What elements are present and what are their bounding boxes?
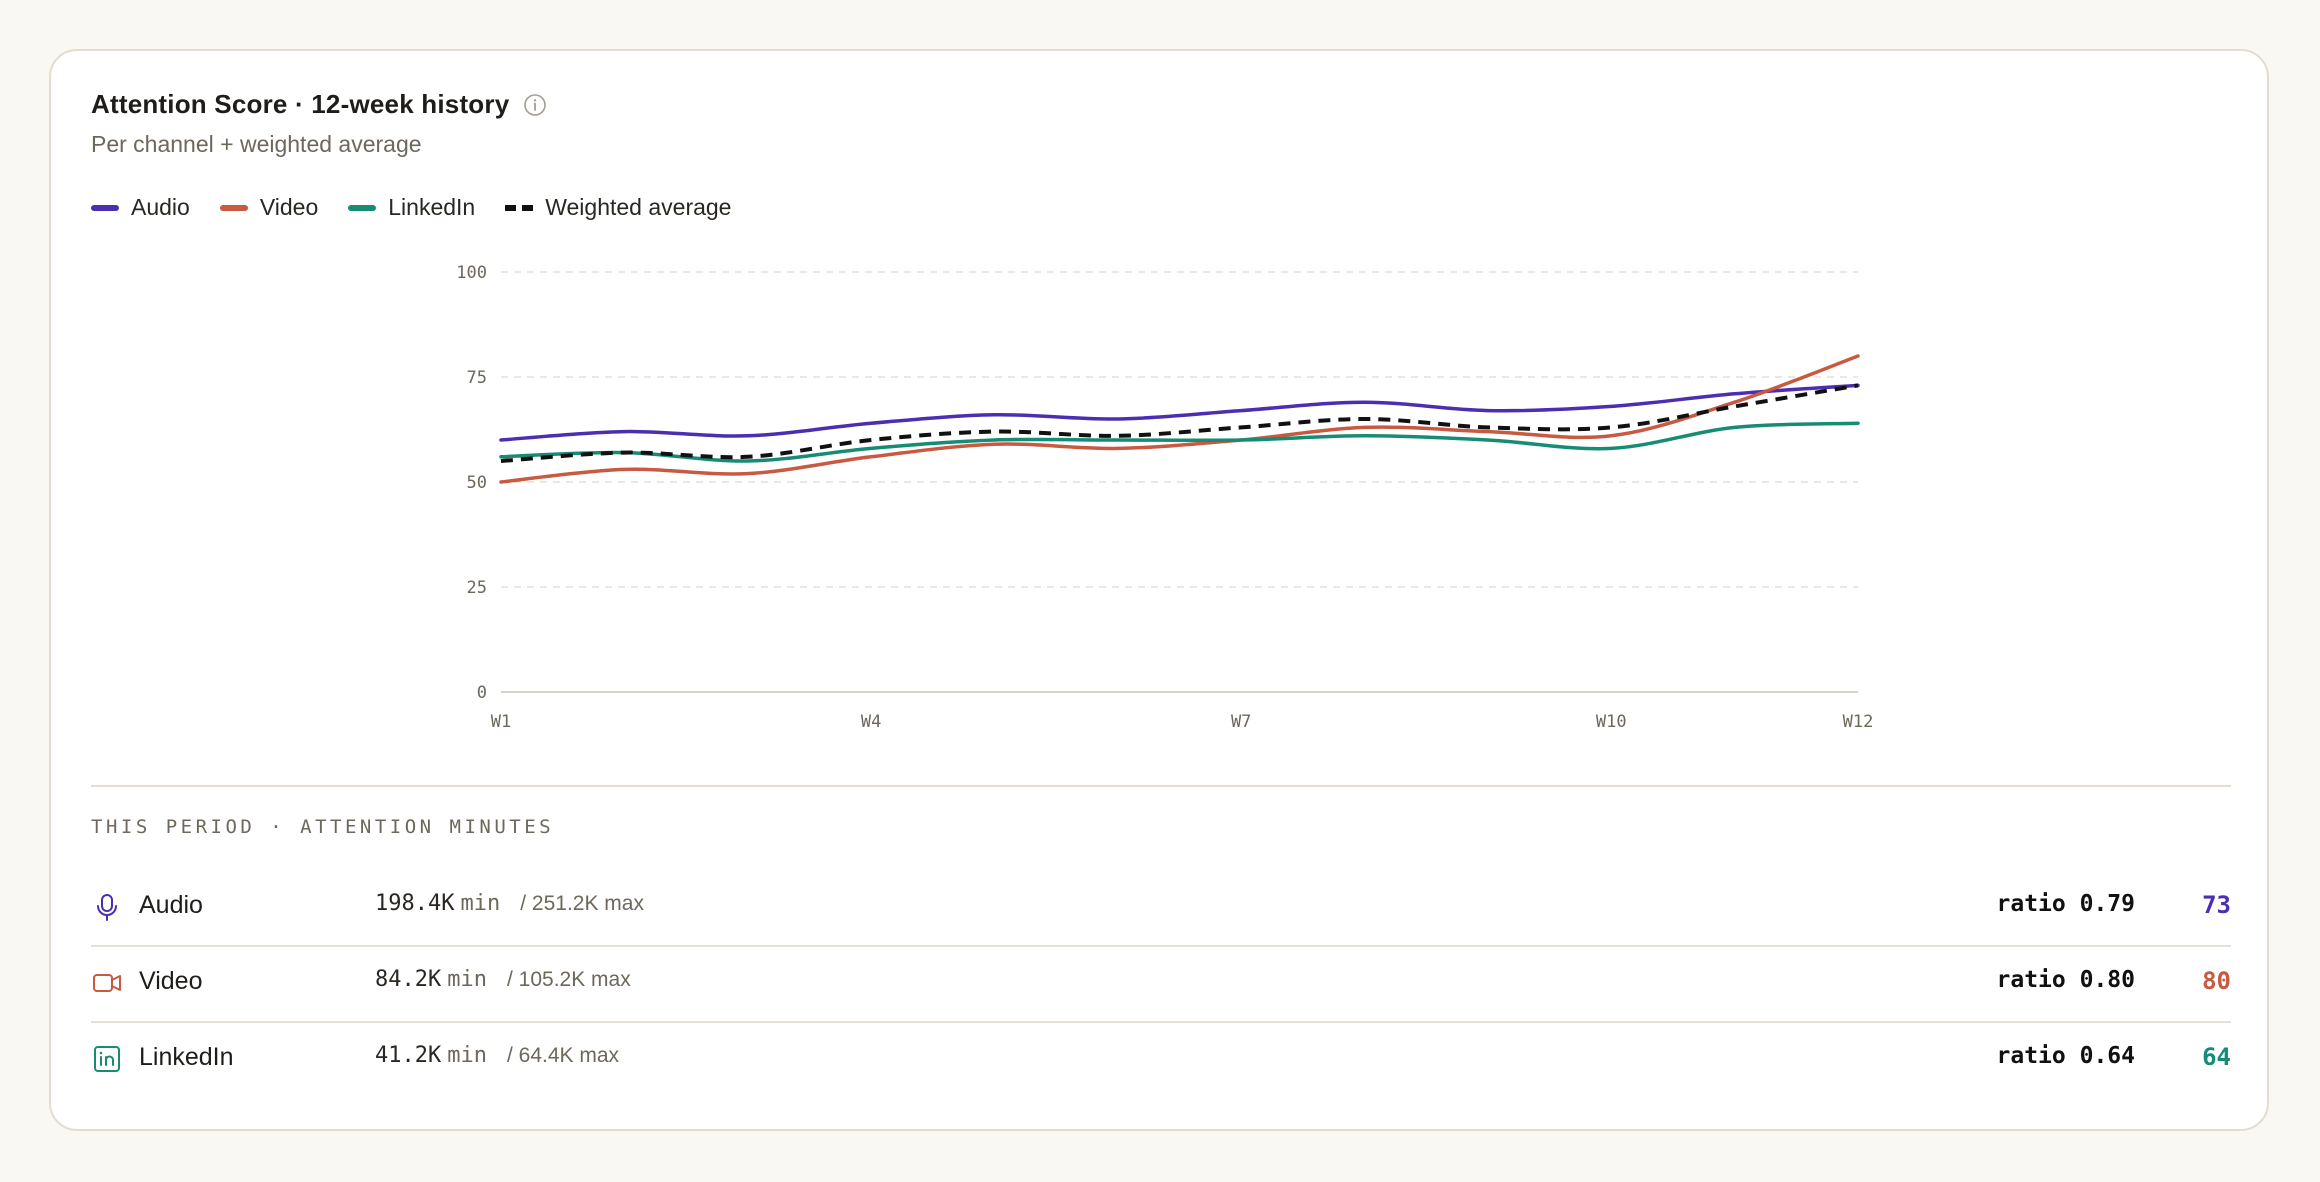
minutes-unit: min xyxy=(460,891,501,916)
y-tick-label: 25 xyxy=(467,578,487,598)
channel-name: Video xyxy=(139,967,203,995)
x-tick-label: W10 xyxy=(1596,712,1627,732)
legend-item-video: Video xyxy=(219,194,319,221)
attention-score-card: Attention Score · 12-week history Per ch… xyxy=(49,49,2269,1131)
series-line-audio xyxy=(499,383,1860,442)
legend-label-audio: Audio xyxy=(131,194,190,220)
channel-ratio: ratio 0.80 xyxy=(1996,967,2135,993)
series-line-video xyxy=(499,354,1860,484)
minutes-max: / 64.4K max xyxy=(506,1044,620,1067)
legend-label-video: Video xyxy=(259,194,319,220)
channel-name: Audio xyxy=(139,891,203,919)
legend-label-weighted-average: Weighted average xyxy=(545,194,732,220)
legend-swatch-linkedin xyxy=(348,204,377,211)
channel-row-video: Video 84.2K min / 105.2K max ratio 0.80 80 xyxy=(91,947,2231,1023)
y-tick-label: 100 xyxy=(456,263,487,283)
minutes-value: 41.2K xyxy=(375,1043,442,1068)
legend-item-weighted-average: Weighted average xyxy=(505,194,731,221)
channel-minutes: 84.2K min / 105.2K max xyxy=(375,967,631,992)
legend-swatch-video xyxy=(219,204,248,211)
info-icon[interactable] xyxy=(523,93,547,117)
minutes-unit: min xyxy=(447,967,487,992)
y-tick-label: 75 xyxy=(467,368,487,388)
minutes-value: 198.4K xyxy=(375,891,455,916)
attention-line-chart: 0 25 50 75 100 W1 W4 W7 W10 W12 xyxy=(456,263,1874,732)
channel-score: 64 xyxy=(2202,1043,2231,1071)
card-subtitle: Per channel + weighted average xyxy=(91,131,422,157)
series-line-linkedin xyxy=(499,421,1860,463)
chart-legend: Audio Video LinkedIn Weighted average xyxy=(91,194,761,221)
linkedin-icon xyxy=(94,1046,120,1072)
period-section-label: THIS PERIOD · ATTENTION MINUTES xyxy=(91,816,555,838)
x-tick-label: W4 xyxy=(861,712,881,732)
x-tick-label: W7 xyxy=(1231,712,1251,732)
card-title: Attention Score · 12-week history xyxy=(91,89,510,119)
video-camera-icon xyxy=(93,974,121,992)
period-channel-list: Audio 198.4K min/ 251.2K max ratio 0.79 7… xyxy=(91,871,2231,1097)
minutes-max: / 251.2K max xyxy=(520,892,644,915)
minutes-max: / 105.2K max xyxy=(506,968,631,991)
legend-item-audio: Audio xyxy=(91,194,190,221)
channel-minutes: 198.4K min / 251.2K max xyxy=(375,891,644,916)
y-tick-label: 50 xyxy=(467,473,487,493)
channel-minutes: 41.2K min / 64.4K max xyxy=(375,1043,619,1068)
legend-swatch-weighted-average xyxy=(505,204,534,211)
minutes-unit: min xyxy=(447,1043,487,1068)
section-divider xyxy=(91,785,2231,787)
x-tick-label: W1 xyxy=(491,712,511,732)
channel-row-audio: Audio 198.4K min / 251.2K max ratio 0.79 7… xyxy=(91,871,2231,947)
channel-name: LinkedIn xyxy=(139,1043,234,1071)
channel-ratio: ratio 0.64 xyxy=(1996,1043,2135,1069)
legend-label-linkedin: LinkedIn xyxy=(388,194,476,220)
minutes-value: 84.2K xyxy=(375,967,442,992)
channel-row-linkedin: LinkedIn 41.2K min/ 64.4K max ratio 0.64 … xyxy=(91,1023,2231,1097)
channel-score: 73 xyxy=(2202,891,2231,919)
channel-score: 80 xyxy=(2202,967,2231,995)
card-header: Attention Score · 12-week history xyxy=(91,89,547,120)
legend-swatch-audio xyxy=(91,204,119,211)
x-tick-label: W12 xyxy=(1843,712,1874,732)
microphone-icon xyxy=(97,894,117,921)
legend-item-linkedin: LinkedIn xyxy=(348,194,475,221)
series-line-weighted-average xyxy=(500,383,1859,463)
channel-ratio: ratio 0.79 xyxy=(1996,891,2135,917)
y-tick-label: 0 xyxy=(477,683,487,703)
